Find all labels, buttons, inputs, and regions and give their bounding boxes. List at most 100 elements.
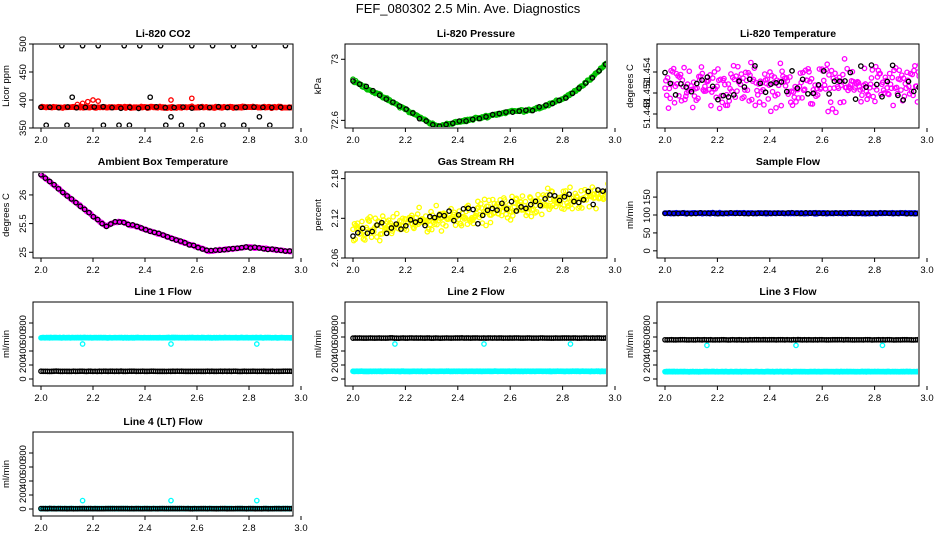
x-tick-label: 2.4 [451,265,464,276]
data-point-magenta [837,99,844,106]
data-point-magenta [787,74,793,80]
data-point-magenta [872,98,878,105]
y-tick-label: 0 [642,248,653,253]
chart-title: Ambient Box Temperature [98,156,229,168]
plot-frame [344,301,608,387]
x-tick-label: 2.0 [346,393,359,404]
data-point-black [47,104,53,110]
data-point-magenta [824,61,831,68]
plot-points [38,497,300,512]
data-point-black [296,106,300,110]
data-point-black [820,68,827,74]
data-point-black [736,78,742,84]
data-point-blue [916,210,918,216]
data-point-magenta [829,106,836,112]
data-point-black [484,207,491,214]
data-point-cyan [879,342,886,349]
data-point-magenta [782,83,789,89]
x-tick-label: 2.0 [34,523,47,534]
data-point-magenta [777,60,784,67]
x-tick-label: 2.0 [34,135,47,146]
data-point-magenta [900,75,907,82]
data-point-magenta [778,102,785,109]
data-point-black [43,122,50,127]
data-point-magenta [681,64,687,71]
chart-title: Li-820 Pressure [437,28,515,40]
data-point-cyan [295,336,299,340]
data-point-black [678,80,684,87]
data-point-black [693,80,700,87]
data-point-cyan [295,506,299,510]
data-point-black [576,85,582,91]
data-point-magenta [742,69,749,76]
data-point-magenta [688,83,694,89]
data-point-magenta [743,77,750,84]
data-point-magenta [677,71,684,78]
data-point-magenta [709,75,716,81]
data-point-magenta [761,71,768,77]
data-point-black [543,102,549,109]
data-point-magenta [883,77,890,84]
y-tick-label: 0 [642,376,653,381]
data-point-black [536,104,543,110]
data-point-black [103,223,110,230]
data-point-black [190,242,197,249]
data-point-black [916,84,918,90]
y-tick-label: 25 [18,247,29,258]
data-point-magenta [790,89,797,95]
data-point-black [527,201,534,208]
data-point-magenta [754,92,761,98]
data-point-yellow [368,234,375,241]
chart-sample_flow: Sample Flow 2.0 2.2 2.4 2.6 2.8 3.0 0 50 100 150 ml… [625,156,934,276]
chart-line2: Line 2 Flow 2.0 2.2 2.4 2.6 2.8 3.0 0 2004006008… [313,286,622,404]
data-point-cyan [793,342,799,349]
data-point-cyan [296,507,300,511]
data-point-black [720,92,727,99]
data-point-black [286,104,292,111]
data-point-black [429,121,436,127]
data-point-black [59,189,66,196]
data-point-black [396,103,403,109]
y-tick-label: 26 [18,190,29,201]
data-point-yellow [373,234,380,240]
data-point-black [121,45,128,49]
data-point-black [73,199,79,206]
data-point-red [289,104,292,111]
data-point-black [206,104,213,111]
data-point-yellow [604,190,606,196]
data-point-black [920,338,924,342]
data-point-black [884,78,891,85]
data-point-cyan [294,507,298,511]
data-point-black [268,104,275,111]
plot-frame [344,43,608,129]
data-point-black [595,187,601,193]
y-tick-label: 25.5 [18,214,29,233]
data-point-magenta [741,87,748,93]
y-tick-label: 400 [642,343,653,359]
data-point-black [470,206,476,213]
data-point-black [496,110,503,117]
data-point-magenta [773,105,779,111]
x-tick-label: 2.8 [242,523,255,534]
y-tick-label: 200 [642,357,653,373]
data-point-magenta [756,99,763,105]
data-point-black [768,81,774,87]
data-point-black [423,118,430,124]
data-point-black [596,68,602,74]
data-point-magenta [896,67,903,74]
data-point-magenta [840,99,847,105]
data-point-yellow [433,202,440,209]
data-point-yellow [609,201,613,205]
data-point-black [683,84,690,90]
data-point-black [180,104,186,110]
data-point-magenta [839,71,846,78]
data-point-black [94,216,101,223]
data-point-black [900,97,907,103]
data-point-magenta [716,105,723,112]
x-tick-label: 2.6 [816,393,829,404]
data-point-black [523,205,529,212]
plot-frame [32,43,294,129]
data-point-magenta [699,70,706,77]
data-point-black [608,336,612,340]
data-point-yellow [376,237,383,244]
